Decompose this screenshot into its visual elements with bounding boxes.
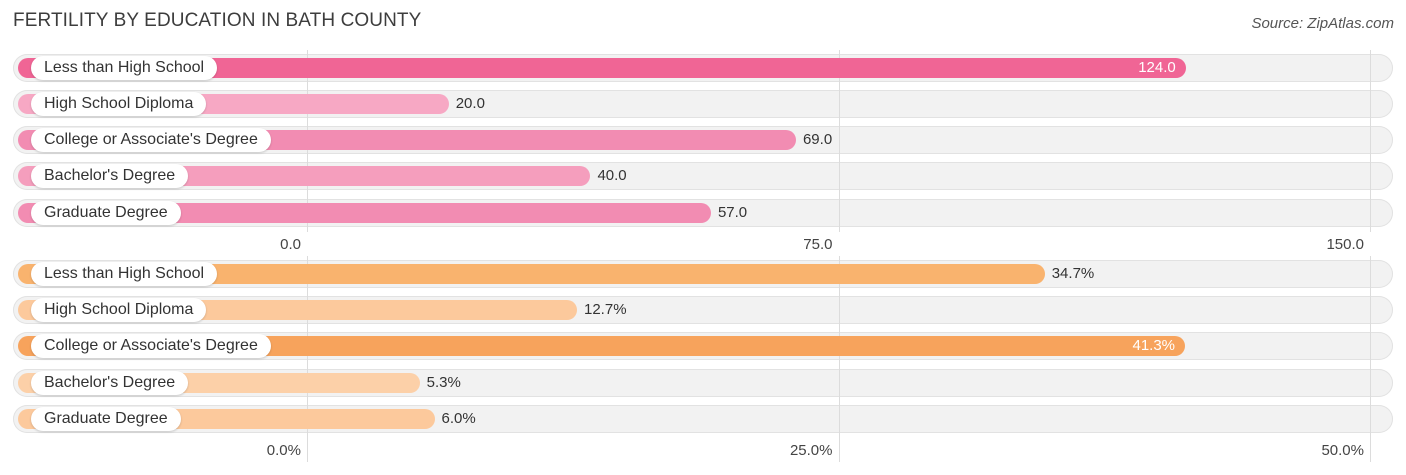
gridline <box>1370 50 1371 232</box>
gridline <box>307 256 308 462</box>
value-label: 41.3% <box>1132 337 1176 354</box>
source-label: Source: ZipAtlas.com <box>1251 15 1394 32</box>
category-label: Less than High School <box>31 262 218 286</box>
category-label: Graduate Degree <box>31 407 181 431</box>
gridline <box>839 50 840 232</box>
bar <box>18 264 1045 284</box>
value-label: 20.0 <box>455 95 485 112</box>
value-label: 124.0 <box>1138 59 1176 76</box>
value-label: 40.0 <box>597 167 627 184</box>
category-label: Less than High School <box>31 56 218 80</box>
value-label: 5.3% <box>426 374 461 391</box>
category-label: Graduate Degree <box>31 201 181 225</box>
x-tick-label: 150.0 <box>1326 236 1364 253</box>
category-label: College or Associate's Degree <box>31 334 271 358</box>
value-label: 69.0 <box>802 131 833 148</box>
category-label: High School Diploma <box>31 92 207 116</box>
bar <box>18 203 711 223</box>
fertility-rate-chart: Less than High School 124.0 High School Di… <box>13 50 1393 253</box>
chart-title: FERTILITY BY EDUCATION IN BATH COUNTY <box>13 10 422 31</box>
value-label: 34.7% <box>1051 265 1095 282</box>
value-label: 6.0% <box>441 410 476 427</box>
bar <box>18 336 1186 356</box>
x-tick-label: 75.0 <box>803 236 833 253</box>
value-label: 12.7% <box>584 301 627 318</box>
value-label: 57.0 <box>717 204 748 221</box>
bar <box>18 58 1186 78</box>
category-label: Bachelor's Degree <box>31 371 189 395</box>
x-tick-label: 0.0 <box>280 236 301 253</box>
gridline <box>1370 256 1371 462</box>
category-label: Bachelor's Degree <box>31 164 189 188</box>
gridline <box>839 256 840 462</box>
x-tick-label: 25.0% <box>789 442 833 459</box>
category-label: College or Associate's Degree <box>31 128 271 152</box>
x-tick-label: 50.0% <box>1321 442 1364 459</box>
category-label: High School Diploma <box>31 298 207 322</box>
x-tick-label: 0.0% <box>266 442 301 459</box>
